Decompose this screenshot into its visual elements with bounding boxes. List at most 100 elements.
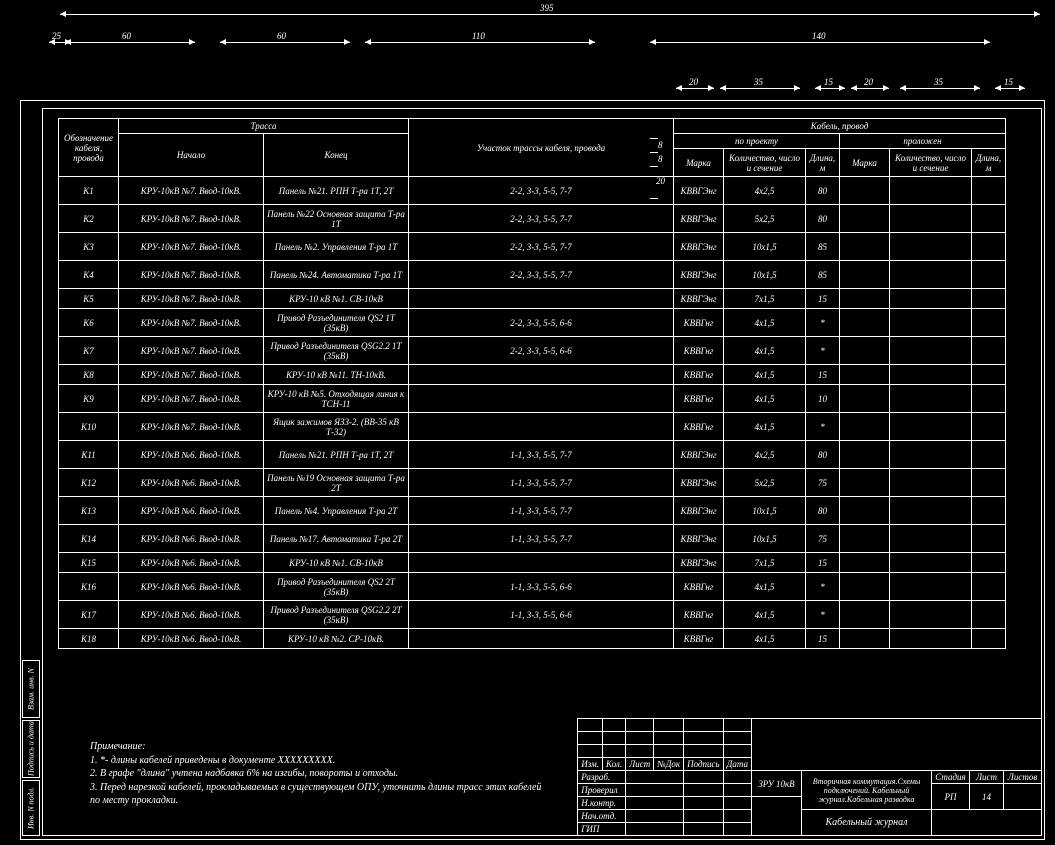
cell-section: 1-1, 3-3, 5-5, 6-6	[409, 573, 674, 601]
table-row: К9КРУ-10кВ №7. Ввод-10кВ.КРУ-10 кВ №5. О…	[59, 385, 1006, 413]
cell-mark: КВВГЭнг	[674, 177, 724, 205]
cell-end: Панель №21. РПН Т-ра 1Т, 2Т	[264, 177, 409, 205]
cell-mark2	[840, 553, 890, 573]
cell-start: КРУ-10кВ №6. Ввод-10кВ.	[119, 497, 264, 525]
hdr-laid: проложен	[840, 134, 1006, 149]
cell-end: КРУ-10 кВ №2. СР-10кВ.	[264, 629, 409, 649]
note-3: 3. Перед нарезкой кабелей, прокладываемы…	[90, 781, 550, 808]
dim-line	[676, 88, 714, 89]
cell-len2	[972, 469, 1006, 497]
cell-qty: 4х2,5	[724, 441, 806, 469]
cell-mark: КВВГЭнг	[674, 205, 724, 233]
cell-section	[409, 629, 674, 649]
cell-qty: 4х2,5	[724, 177, 806, 205]
cell-k: К17	[59, 601, 119, 629]
note-1: 1. *- длины кабелей приведены в документ…	[90, 754, 550, 768]
cell-len: 10	[806, 385, 840, 413]
cell-mark: КВВГЭнг	[674, 261, 724, 289]
cell-qty2	[890, 553, 972, 573]
cell-len: 15	[806, 629, 840, 649]
cell-start: КРУ-10кВ №6. Ввод-10кВ.	[119, 601, 264, 629]
cell-len: *	[806, 573, 840, 601]
hdr-qty2: Количество, число и сечение	[890, 149, 972, 177]
cell-len2	[972, 385, 1006, 413]
table-row: К13КРУ-10кВ №6. Ввод-10кВ.Панель №4. Упр…	[59, 497, 1006, 525]
dim-line	[815, 88, 845, 89]
cell-section	[409, 289, 674, 309]
cell-mark2	[840, 177, 890, 205]
cell-end: КРУ-10 кВ №11. ТН-10кВ.	[264, 365, 409, 385]
cell-k: К8	[59, 365, 119, 385]
note-2: 2. В графе "длина" учтена надбавка 6% на…	[90, 767, 550, 781]
table-row: К4КРУ-10кВ №7. Ввод-10кВ.Панель №24. Авт…	[59, 261, 1006, 289]
hdr-izm: Изм.	[578, 758, 603, 771]
hdr-sign: Подпись	[684, 758, 724, 771]
cell-k: К3	[59, 233, 119, 261]
cell-mark: КВВГнг	[674, 309, 724, 337]
table-row: К1КРУ-10кВ №7. Ввод-10кВ.Панель №21. РПН…	[59, 177, 1006, 205]
hdr-len1: Длина, м	[806, 149, 840, 177]
table-row: К14КРУ-10кВ №6. Ввод-10кВ.Панель №17. Ав…	[59, 525, 1006, 553]
cell-len: 15	[806, 365, 840, 385]
cell-qty: 4х1,5	[724, 385, 806, 413]
table-row: К2КРУ-10кВ №7. Ввод-10кВ.Панель №22 Осно…	[59, 205, 1006, 233]
doc-name: Кабельный журнал	[802, 810, 932, 836]
dim-line	[720, 88, 800, 89]
cell-mark2	[840, 289, 890, 309]
cell-start: КРУ-10кВ №7. Ввод-10кВ.	[119, 261, 264, 289]
cell-mark: КВВГнг	[674, 601, 724, 629]
dim-line	[220, 42, 350, 43]
cell-len: 15	[806, 553, 840, 573]
cell-len: 75	[806, 525, 840, 553]
cell-qty2	[890, 289, 972, 309]
cell-section: 1-1, 3-3, 5-5, 7-7	[409, 525, 674, 553]
cell-start: КРУ-10кВ №7. Ввод-10кВ.	[119, 413, 264, 441]
cell-mark: КВВГнг	[674, 365, 724, 385]
cell-end: Панель №21. РПН Т-ра 1Т, 2Т	[264, 441, 409, 469]
cell-section: 2-2, 3-3, 5-5, 7-7	[409, 233, 674, 261]
cell-len2	[972, 205, 1006, 233]
table-row: К18КРУ-10кВ №6. Ввод-10кВ.КРУ-10 кВ №2. …	[59, 629, 1006, 649]
cell-mark2	[840, 233, 890, 261]
cell-qty2	[890, 525, 972, 553]
cell-section: 1-1, 3-3, 5-5, 6-6	[409, 601, 674, 629]
cell-mark2	[840, 261, 890, 289]
table-row: К3КРУ-10кВ №7. Ввод-10кВ.Панель №2. Упра…	[59, 233, 1006, 261]
title-block: Изм. Кол. Лист №Док Подпись Дата Разраб.…	[577, 718, 1042, 836]
cell-mark: КВВГЭнг	[674, 497, 724, 525]
cell-len: 80	[806, 497, 840, 525]
hdr-mark1: Марка	[674, 149, 724, 177]
cell-start: КРУ-10кВ №6. Ввод-10кВ.	[119, 629, 264, 649]
cell-qty2	[890, 441, 972, 469]
cell-len: 85	[806, 233, 840, 261]
cell-qty: 4х1,5	[724, 413, 806, 441]
cell-qty2	[890, 573, 972, 601]
table-row: К11КРУ-10кВ №6. Ввод-10кВ.Панель №21. РП…	[59, 441, 1006, 469]
cell-section: 2-2, 3-3, 5-5, 7-7	[409, 177, 674, 205]
cell-qty: 4х1,5	[724, 309, 806, 337]
cell-qty2	[890, 601, 972, 629]
cell-end: КРУ-10 кВ №1. СВ-10кВ	[264, 289, 409, 309]
cell-start: КРУ-10кВ №7. Ввод-10кВ.	[119, 309, 264, 337]
cell-start: КРУ-10кВ №7. Ввод-10кВ.	[119, 337, 264, 365]
cell-mark: КВВГЭнг	[674, 233, 724, 261]
cell-len2	[972, 261, 1006, 289]
cell-qty2	[890, 629, 972, 649]
cell-qty2	[890, 385, 972, 413]
cell-qty2	[890, 261, 972, 289]
cell-len2	[972, 337, 1006, 365]
cell-qty: 5х2,5	[724, 469, 806, 497]
cell-section	[409, 413, 674, 441]
cell-qty2	[890, 413, 972, 441]
cell-len: 15	[806, 289, 840, 309]
dim-line	[851, 88, 889, 89]
cell-qty: 10х1,5	[724, 525, 806, 553]
cell-len: *	[806, 309, 840, 337]
cell-qty2	[890, 497, 972, 525]
cell-mark: КВВГЭнг	[674, 553, 724, 573]
cell-k: К12	[59, 469, 119, 497]
cell-k: К18	[59, 629, 119, 649]
cell-qty2	[890, 309, 972, 337]
cell-k: К5	[59, 289, 119, 309]
notes-block: Примечание: 1. *- длины кабелей приведен…	[90, 740, 550, 808]
